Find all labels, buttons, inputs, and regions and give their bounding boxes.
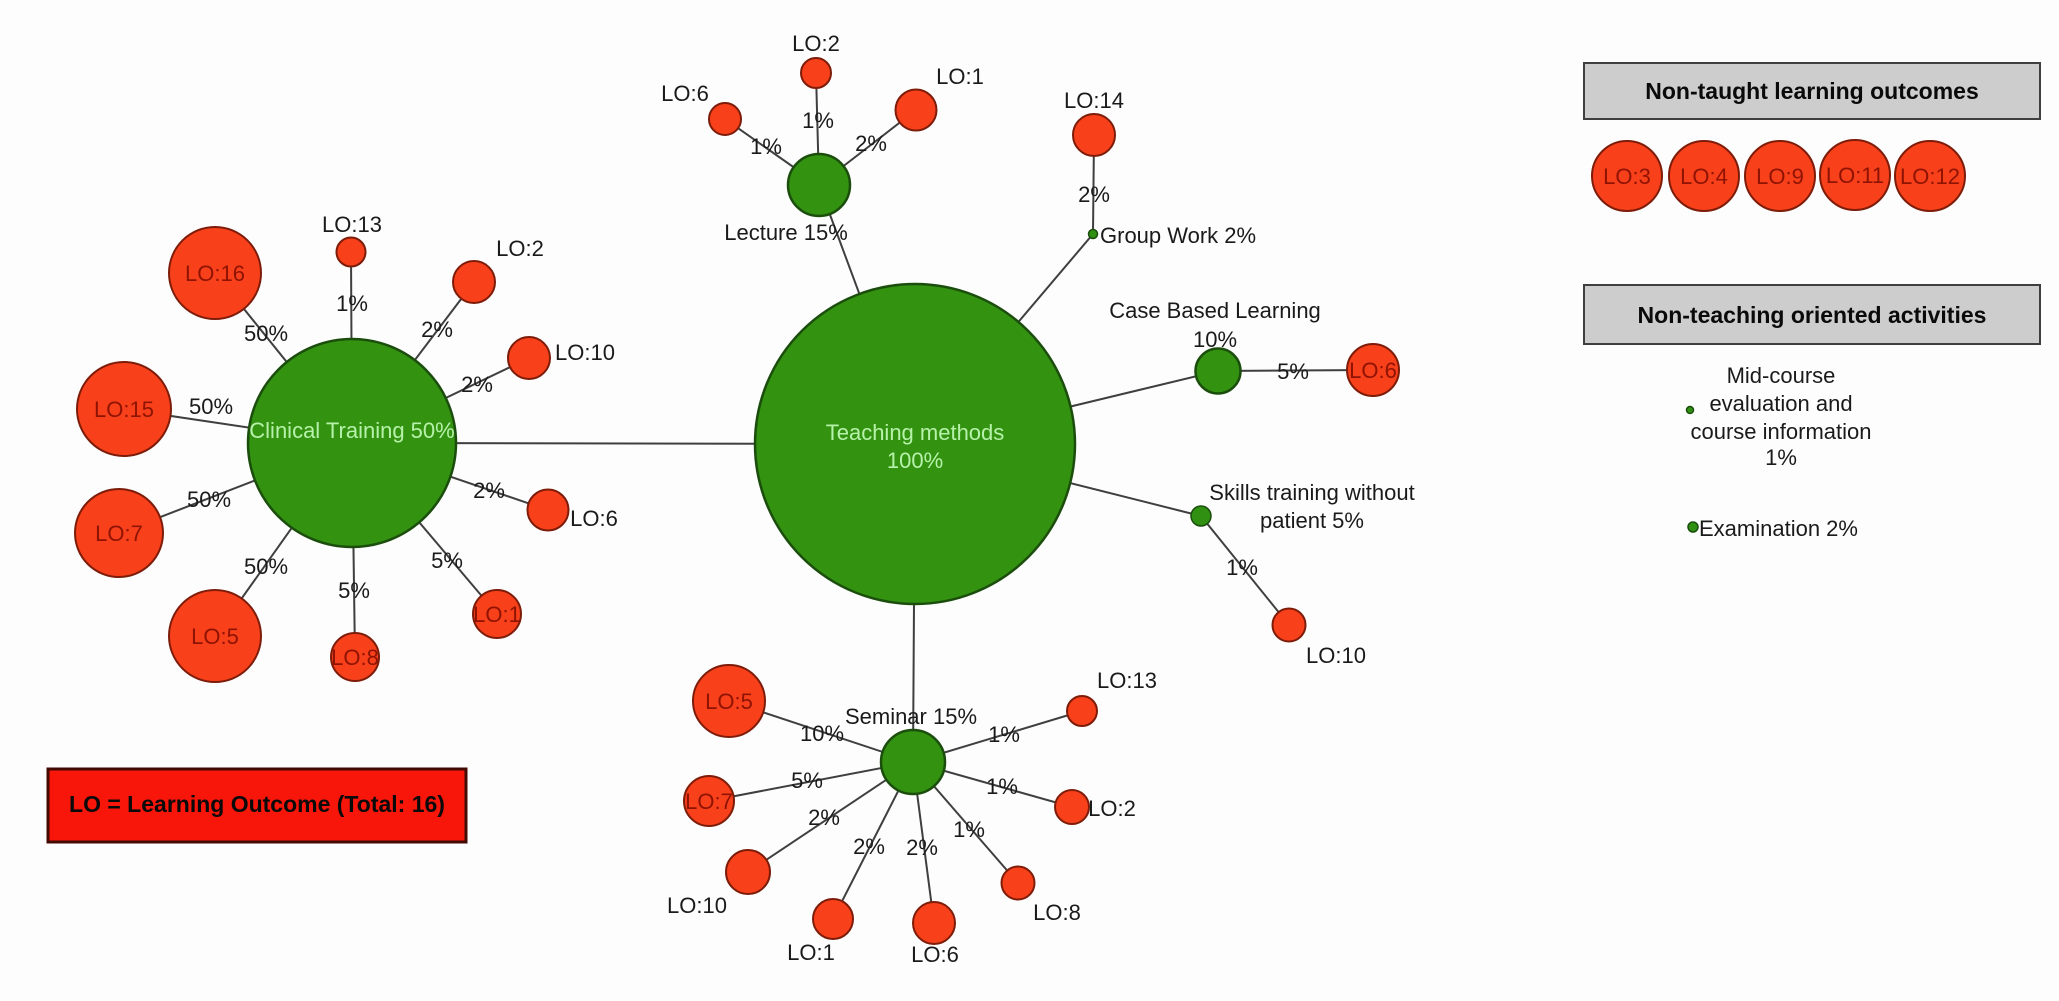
svg-text:LO:6: LO:6 [661,81,709,106]
svg-text:2%: 2% [461,372,493,397]
svg-text:LO:5: LO:5 [705,689,753,714]
svg-text:1%: 1% [1765,445,1797,470]
svg-text:5%: 5% [1277,359,1309,384]
svg-text:LO:1: LO:1 [787,940,835,965]
svg-text:LO:1: LO:1 [473,602,521,627]
svg-text:Skills training without: Skills training without [1209,480,1414,505]
svg-text:5%: 5% [791,768,823,793]
svg-text:LO:6: LO:6 [1349,358,1397,383]
svg-text:LO:10: LO:10 [667,893,727,918]
svg-text:Non-taught learning outcomes: Non-taught learning outcomes [1645,78,1979,104]
svg-text:LO:12: LO:12 [1900,164,1960,189]
svg-text:2%: 2% [421,317,453,342]
svg-text:Case Based Learning: Case Based Learning [1109,298,1321,323]
svg-text:LO:16: LO:16 [185,261,245,286]
svg-text:Group Work 2%: Group Work 2% [1100,223,1256,248]
svg-text:2%: 2% [906,835,938,860]
svg-text:100%: 100% [887,448,943,473]
svg-text:1%: 1% [986,774,1018,799]
svg-text:Clinical Training 50%: Clinical Training 50% [249,418,454,443]
svg-text:5%: 5% [431,548,463,573]
svg-text:LO:3: LO:3 [1603,164,1651,189]
svg-text:LO:13: LO:13 [322,212,382,237]
svg-text:10%: 10% [1193,327,1237,352]
svg-text:LO:10: LO:10 [1306,643,1366,668]
svg-text:1%: 1% [750,134,782,159]
svg-text:LO:6: LO:6 [570,506,618,531]
svg-text:50%: 50% [244,554,288,579]
svg-text:2%: 2% [1078,182,1110,207]
svg-text:50%: 50% [189,394,233,419]
svg-text:Lecture 15%: Lecture 15% [724,220,848,245]
svg-text:LO:8: LO:8 [331,645,379,670]
svg-text:patient 5%: patient 5% [1260,508,1364,533]
svg-text:LO:7: LO:7 [95,521,143,546]
svg-text:LO:1: LO:1 [936,64,984,89]
svg-text:LO:13: LO:13 [1097,668,1157,693]
svg-text:evaluation and: evaluation and [1709,391,1852,416]
svg-text:Examination 2%: Examination 2% [1699,516,1858,541]
svg-text:1%: 1% [802,108,834,133]
svg-text:2%: 2% [808,805,840,830]
svg-text:LO:2: LO:2 [1088,796,1136,821]
svg-text:LO:5: LO:5 [191,624,239,649]
svg-text:Teaching methods: Teaching methods [826,420,1005,445]
svg-text:1%: 1% [336,291,368,316]
svg-text:LO:15: LO:15 [94,397,154,422]
svg-text:LO:11: LO:11 [1826,163,1884,188]
svg-text:1%: 1% [1226,555,1258,580]
svg-text:LO:4: LO:4 [1680,164,1728,189]
svg-text:LO:2: LO:2 [496,236,544,261]
svg-text:Non-teaching oriented activiti: Non-teaching oriented activities [1638,302,1987,328]
svg-text:2%: 2% [473,478,505,503]
svg-text:1%: 1% [988,722,1020,747]
svg-text:Mid-course: Mid-course [1727,363,1836,388]
svg-text:LO:14: LO:14 [1064,88,1124,113]
svg-text:LO:6: LO:6 [911,942,959,967]
svg-text:LO:7: LO:7 [685,789,733,814]
svg-text:2%: 2% [855,131,887,156]
svg-text:Seminar 15%: Seminar 15% [845,704,977,729]
svg-text:2%: 2% [853,834,885,859]
svg-text:50%: 50% [244,321,288,346]
svg-text:10%: 10% [800,721,844,746]
svg-text:LO = Learning Outcome (Total:: LO = Learning Outcome (Total: 16) [69,791,445,817]
svg-text:course information: course information [1691,419,1872,444]
svg-text:5%: 5% [338,578,370,603]
svg-text:LO:9: LO:9 [1756,164,1804,189]
svg-text:LO:8: LO:8 [1033,900,1081,925]
svg-text:LO:10: LO:10 [555,340,615,365]
svg-text:50%: 50% [187,487,231,512]
svg-text:1%: 1% [953,817,985,842]
svg-text:LO:2: LO:2 [792,31,840,56]
